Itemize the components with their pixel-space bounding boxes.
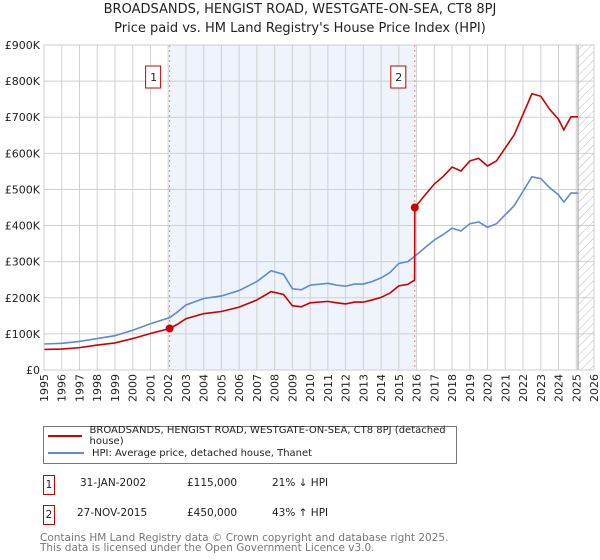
sale-row: 2 27-NOV-2015 £450,000 43% ↑ HPI <box>43 505 443 525</box>
x-tick-label: 2011 <box>322 374 335 402</box>
y-tick-label: £500K <box>5 183 41 196</box>
legend-swatch-blue <box>48 452 84 454</box>
legend-swatch-red <box>48 435 82 437</box>
sale-marker-box <box>145 65 162 89</box>
x-tick-label: 1997 <box>73 374 86 402</box>
chart-subtitle: Price paid vs. HM Land Registry's House … <box>114 21 486 36</box>
footer-copyright: Contains HM Land Registry data © Crown c… <box>40 532 449 544</box>
x-tick-label: 2018 <box>446 374 459 402</box>
x-tick-label: 2008 <box>269 374 282 402</box>
sale-point <box>410 203 419 212</box>
x-tick-label: 1996 <box>56 374 69 402</box>
y-tick-label: £600K <box>5 147 41 160</box>
footer-licence: This data is licensed under the Open Gov… <box>40 542 375 554</box>
x-tick-label: 2007 <box>251 374 264 402</box>
x-tick-label: 1999 <box>109 374 122 402</box>
x-tick-label: 2024 <box>553 374 566 402</box>
sale-date: 31-JAN-2002 <box>80 477 147 489</box>
legend-label: BROADSANDS, HENGIST ROAD, WESTGATE-ON-SE… <box>89 425 446 447</box>
plot-border <box>43 44 595 371</box>
sale-price: £115,000 <box>187 477 238 489</box>
sale-price: £450,000 <box>187 507 238 519</box>
sale-point <box>165 324 174 333</box>
legend-label: HPI: Average price, detached house, Than… <box>92 447 313 459</box>
chart-title: BROADSANDS, HENGIST ROAD, WESTGATE-ON-SE… <box>103 2 497 17</box>
sale-hpi: 43% ↑ HPI <box>272 507 329 519</box>
x-tick-label: 2012 <box>340 374 353 402</box>
x-tick-label: 2000 <box>127 374 140 402</box>
x-tick-label: 2001 <box>144 374 157 402</box>
sale-marker-box <box>390 65 407 89</box>
hpi-line <box>43 175 579 345</box>
y-tick-label: £100K <box>5 328 41 341</box>
x-tick-label: 2023 <box>535 374 548 402</box>
y-tick-label: £900K <box>5 39 41 52</box>
sale-badge: 2 <box>43 505 55 525</box>
y-tick-label: £200K <box>5 292 41 305</box>
x-tick-label: 2019 <box>464 374 477 402</box>
x-tick-label: 2016 <box>411 374 424 402</box>
sale-row: 1 31-JAN-2002 £115,000 21% ↓ HPI <box>43 475 443 495</box>
sale-marker-label: 2 <box>395 71 402 84</box>
x-tick-label: 2002 <box>162 374 175 402</box>
x-tick-label: 2020 <box>482 374 495 402</box>
x-tick-label: 2015 <box>393 374 406 402</box>
forecast-hatch <box>578 45 594 370</box>
x-tick-label: 2009 <box>286 374 299 402</box>
x-tick-label: 2021 <box>499 374 512 402</box>
legend: BROADSANDS, HENGIST ROAD, WESTGATE-ON-SE… <box>43 425 457 464</box>
sale-date: 27-NOV-2015 <box>77 507 148 519</box>
x-tick-label: 2025 <box>570 374 583 402</box>
price-paid-line <box>43 92 579 351</box>
x-tick-label: 2004 <box>198 374 211 402</box>
y-tick-label: £800K <box>5 75 41 88</box>
y-tick-label: £300K <box>5 256 41 269</box>
x-tick-label: 2026 <box>588 374 600 402</box>
sale-badge: 1 <box>43 475 55 495</box>
y-tick-label: £700K <box>5 111 41 124</box>
x-tick-label: 2010 <box>304 374 317 402</box>
sale-marker-label: 1 <box>150 71 157 84</box>
legend-item-property: BROADSANDS, HENGIST ROAD, WESTGATE-ON-SE… <box>48 425 456 447</box>
y-tick-label: £400K <box>5 220 41 233</box>
legend-item-hpi: HPI: Average price, detached house, Than… <box>48 445 312 461</box>
x-tick-label: 2006 <box>233 374 246 402</box>
x-tick-label: 1998 <box>91 374 104 402</box>
x-tick-label: 1995 <box>38 374 51 402</box>
sale-hpi: 21% ↓ HPI <box>272 477 329 489</box>
x-tick-label: 2003 <box>180 374 193 402</box>
x-tick-label: 2017 <box>428 374 441 402</box>
x-tick-label: 2005 <box>215 374 228 402</box>
plot-area: 1995 1996 1997 1998 1999 2000 2001 2002 2003 2004… <box>5 39 600 402</box>
x-tick-label: 2022 <box>517 374 530 402</box>
y-tick-label: £0 <box>26 364 40 377</box>
x-tick-label: 2014 <box>375 374 388 402</box>
x-tick-label: 2013 <box>357 374 370 402</box>
